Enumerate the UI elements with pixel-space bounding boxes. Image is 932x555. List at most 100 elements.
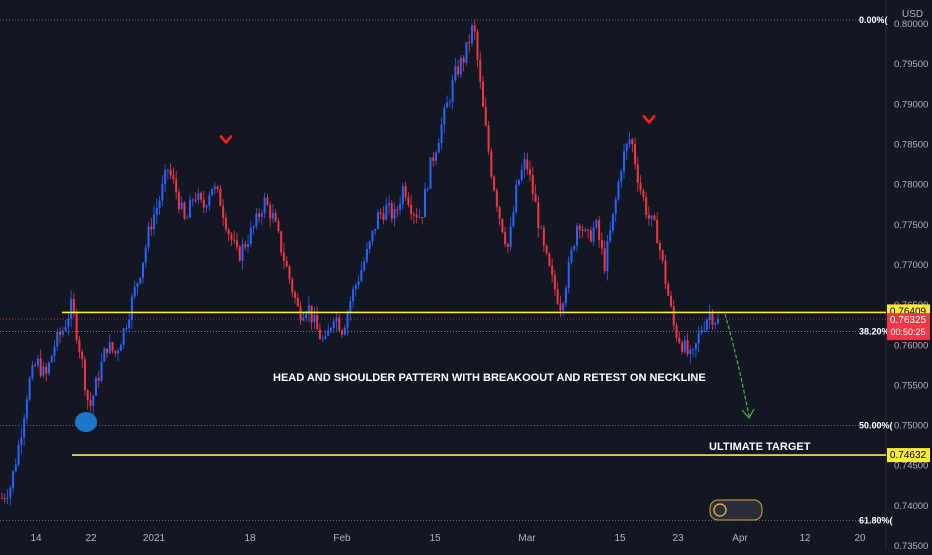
- candle-body: [12, 471, 15, 488]
- candle-body: [338, 317, 341, 331]
- candle-body: [352, 289, 355, 302]
- candle-body: [708, 313, 711, 321]
- candle-body: [556, 289, 559, 304]
- candle-body: [64, 327, 67, 331]
- candle-body: [360, 269, 363, 282]
- currency-label[interactable]: USD: [902, 9, 923, 20]
- candle-body: [462, 58, 465, 63]
- candle-body: [614, 199, 617, 214]
- price-tick-label: 0.75000: [894, 421, 928, 432]
- candle-body: [106, 348, 109, 353]
- candle-body: [166, 169, 169, 171]
- candle-body: [332, 321, 335, 329]
- candle-body: [186, 217, 189, 219]
- candle-body: [407, 197, 410, 205]
- low-circle-marker[interactable]: [75, 412, 97, 432]
- candle-body: [114, 350, 117, 354]
- candle-body: [78, 339, 81, 352]
- candle-body: [694, 343, 697, 350]
- candle-body: [216, 186, 219, 189]
- target-price-label: 0.74632: [890, 450, 927, 461]
- target-arrow-head: [741, 408, 755, 420]
- candle-body: [576, 225, 579, 246]
- pattern-annotation[interactable]: HEAD AND SHOULDER PATTERN WITH BREAKOOUT…: [273, 372, 706, 384]
- left-shoulder-marker-icon[interactable]: [219, 135, 233, 144]
- target-annotation[interactable]: ULTIMATE TARGET: [709, 441, 811, 453]
- candle-body: [540, 227, 543, 229]
- candle-body: [517, 180, 520, 185]
- candle-body: [61, 330, 64, 335]
- candle-body: [625, 143, 628, 152]
- candle-body: [183, 202, 186, 219]
- candle-body: [139, 277, 142, 284]
- candle-body: [714, 323, 717, 325]
- candle-body: [263, 197, 266, 214]
- candle-body: [457, 66, 460, 75]
- candle-body: [656, 219, 659, 244]
- candle-body: [288, 266, 291, 280]
- price-tick-label: 0.75500: [894, 380, 928, 391]
- candles: [1, 19, 719, 506]
- candle-body: [423, 189, 426, 218]
- candle-body: [482, 81, 485, 107]
- candle-body: [307, 305, 310, 314]
- candle-body: [122, 328, 125, 345]
- candle-body: [133, 286, 136, 297]
- target-arrow-line[interactable]: [724, 313, 750, 417]
- candle-body: [266, 197, 269, 206]
- candle-body: [484, 106, 487, 126]
- right-shoulder-marker-icon[interactable]: [642, 115, 656, 124]
- candle-body: [103, 348, 106, 362]
- candle-body: [542, 227, 545, 246]
- candle-body: [600, 240, 603, 249]
- candle-body: [634, 144, 637, 165]
- price-tick-label: 0.79500: [894, 59, 928, 70]
- candle-body: [39, 358, 42, 376]
- candle-body: [211, 188, 214, 196]
- candle-body: [9, 487, 12, 498]
- price-axis[interactable]: 0.80000 0.79500 0.79000 0.78500 0.78000 0.775…: [894, 19, 928, 552]
- candle-body: [238, 246, 241, 261]
- candle-body: [17, 444, 20, 465]
- candle-body: [25, 399, 28, 419]
- candle-body: [194, 199, 197, 201]
- peak-markers: [219, 115, 656, 144]
- time-tick-label: 14: [30, 533, 42, 544]
- candle-body: [233, 239, 236, 241]
- candle-body: [244, 244, 247, 248]
- candle-body: [349, 301, 352, 313]
- candle-body: [343, 327, 346, 335]
- candle-body: [285, 261, 288, 267]
- candle-body: [316, 315, 319, 330]
- candle-body: [125, 328, 128, 330]
- candle-body: [385, 205, 388, 220]
- candle-body: [296, 297, 299, 307]
- candle-body: [294, 292, 297, 298]
- candle-body: [620, 171, 623, 182]
- candle-body: [670, 295, 673, 307]
- time-tick-label: Feb: [333, 533, 351, 544]
- candle-body: [324, 335, 327, 339]
- candle-body: [504, 232, 507, 244]
- tradingview-badge[interactable]: [709, 499, 763, 521]
- candle-body: [451, 80, 454, 102]
- candle-body: [89, 400, 92, 407]
- candle-body: [213, 186, 216, 189]
- candle-body: [667, 283, 670, 296]
- candle-body: [327, 330, 330, 336]
- time-axis[interactable]: 14 22 2021 18 Feb 15 Mar 15 23 Apr 12 20: [30, 533, 866, 544]
- candle-body: [363, 261, 366, 270]
- candle-body: [678, 337, 681, 343]
- candle-body: [545, 245, 548, 254]
- candle-body: [97, 377, 100, 381]
- candle-body: [415, 214, 418, 218]
- candle-body: [551, 265, 554, 276]
- candle-body: [67, 318, 70, 328]
- candle-body: [31, 365, 34, 379]
- current-price-label: 0.76325: [890, 315, 927, 326]
- candle-body: [45, 366, 48, 374]
- candle-body: [371, 230, 374, 242]
- candle-body: [501, 219, 504, 233]
- candle-body: [717, 318, 719, 324]
